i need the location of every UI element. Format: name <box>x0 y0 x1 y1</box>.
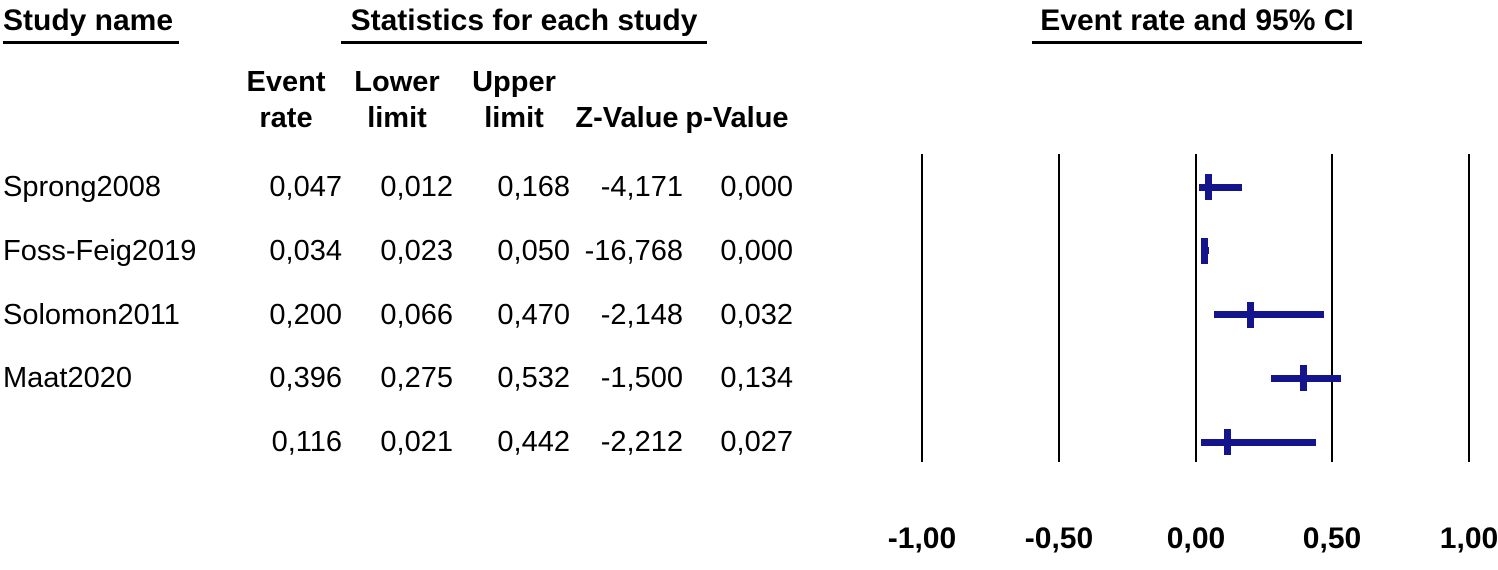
cell-event-rate: 0,396 <box>269 362 342 394</box>
col-header-line2: limit <box>484 102 544 134</box>
cell-z: -4,171 <box>600 171 683 203</box>
col-header-event-rate: Event rate <box>224 64 348 136</box>
axis-tick-label: 0,50 <box>1302 522 1362 555</box>
statistics-group-header: Statistics for each study <box>341 4 707 44</box>
cell-p: 0,000 <box>720 235 793 267</box>
ci-point-estimate-tick <box>1300 365 1307 391</box>
ci-interval-line <box>1201 439 1316 446</box>
col-header-p: p-Value <box>675 64 799 136</box>
ci-point-estimate-tick <box>1201 238 1208 264</box>
col-header-line2: limit <box>367 102 427 134</box>
ci-point-estimate-tick <box>1247 302 1254 328</box>
cell-lower: 0,021 <box>380 426 453 458</box>
cell-lower: 0,066 <box>380 299 453 331</box>
ci-interval-line <box>1199 184 1242 191</box>
study-name-column-group-header: Study name <box>3 4 180 44</box>
axis-reference-line <box>921 154 923 462</box>
cell-upper: 0,168 <box>497 171 570 203</box>
cell-p: 0,027 <box>720 426 793 458</box>
cell-p: 0,134 <box>720 362 793 394</box>
cell-upper: 0,050 <box>497 235 570 267</box>
study-name: Foss-Feig2019 <box>3 235 197 267</box>
cell-event-rate: 0,200 <box>269 299 342 331</box>
cell-p: 0,032 <box>720 299 793 331</box>
study-name: Solomon2011 <box>3 299 180 331</box>
col-header-lower: Lower limit <box>335 64 459 136</box>
cell-z: -2,212 <box>600 426 683 458</box>
cell-event-rate: 0,047 <box>269 171 342 203</box>
axis-reference-line <box>1058 154 1060 462</box>
cell-z: -2,148 <box>600 299 683 331</box>
ci-point-estimate-tick <box>1205 174 1212 200</box>
table-row: Solomon2011 0,200 0,066 0,470 -2,148 0,032 <box>0 295 810 335</box>
cell-lower: 0,012 <box>380 171 453 203</box>
cell-event-rate: 0,034 <box>269 235 342 267</box>
axis-reference-line <box>1468 154 1470 462</box>
cell-z: -16,768 <box>584 235 683 267</box>
study-name: Sprong2008 <box>3 171 162 203</box>
col-header-line2: p-Value <box>685 102 789 134</box>
axis-reference-line <box>1331 154 1333 462</box>
table-row: Sprong2008 0,047 0,012 0,168 -4,171 0,000 <box>0 167 810 207</box>
ci-point-estimate-tick <box>1224 429 1231 455</box>
cell-upper: 0,442 <box>497 426 570 458</box>
table-row: 0,116 0,021 0,442 -2,212 0,027 <box>0 422 810 462</box>
col-header-line1: Event <box>246 66 326 98</box>
cell-upper: 0,470 <box>497 299 570 331</box>
col-header-line2: Z-Value <box>575 102 679 134</box>
study-name: Maat2020 <box>3 362 132 394</box>
col-header-line1: Lower <box>354 66 440 98</box>
col-header-upper: Upper limit <box>452 64 576 136</box>
event-rate-ci-group-header: Event rate and 95% CI <box>1032 4 1362 44</box>
table-row: Foss-Feig2019 0,034 0,023 0,050 -16,768 0,000 <box>0 231 810 271</box>
cell-lower: 0,275 <box>380 362 453 394</box>
table-row: Maat2020 0,396 0,275 0,532 -1,500 0,134 <box>0 358 810 398</box>
col-header-line2: rate <box>259 102 313 134</box>
axis-reference-line <box>1195 154 1197 462</box>
axis-tick-label: 1,00 <box>1439 522 1498 555</box>
cell-p: 0,000 <box>720 171 793 203</box>
col-header-z: Z-Value <box>565 64 689 136</box>
axis-tick-label: -0,50 <box>1024 522 1094 555</box>
cell-upper: 0,532 <box>497 362 570 394</box>
ci-interval-line <box>1214 311 1324 318</box>
col-header-line1: Upper <box>472 66 556 98</box>
cell-event-rate: 0,116 <box>271 426 342 458</box>
axis-tick-label: -1,00 <box>887 522 957 555</box>
cell-z: -1,500 <box>600 362 683 394</box>
axis-tick-label: 0,00 <box>1166 522 1226 555</box>
cell-lower: 0,023 <box>380 235 453 267</box>
